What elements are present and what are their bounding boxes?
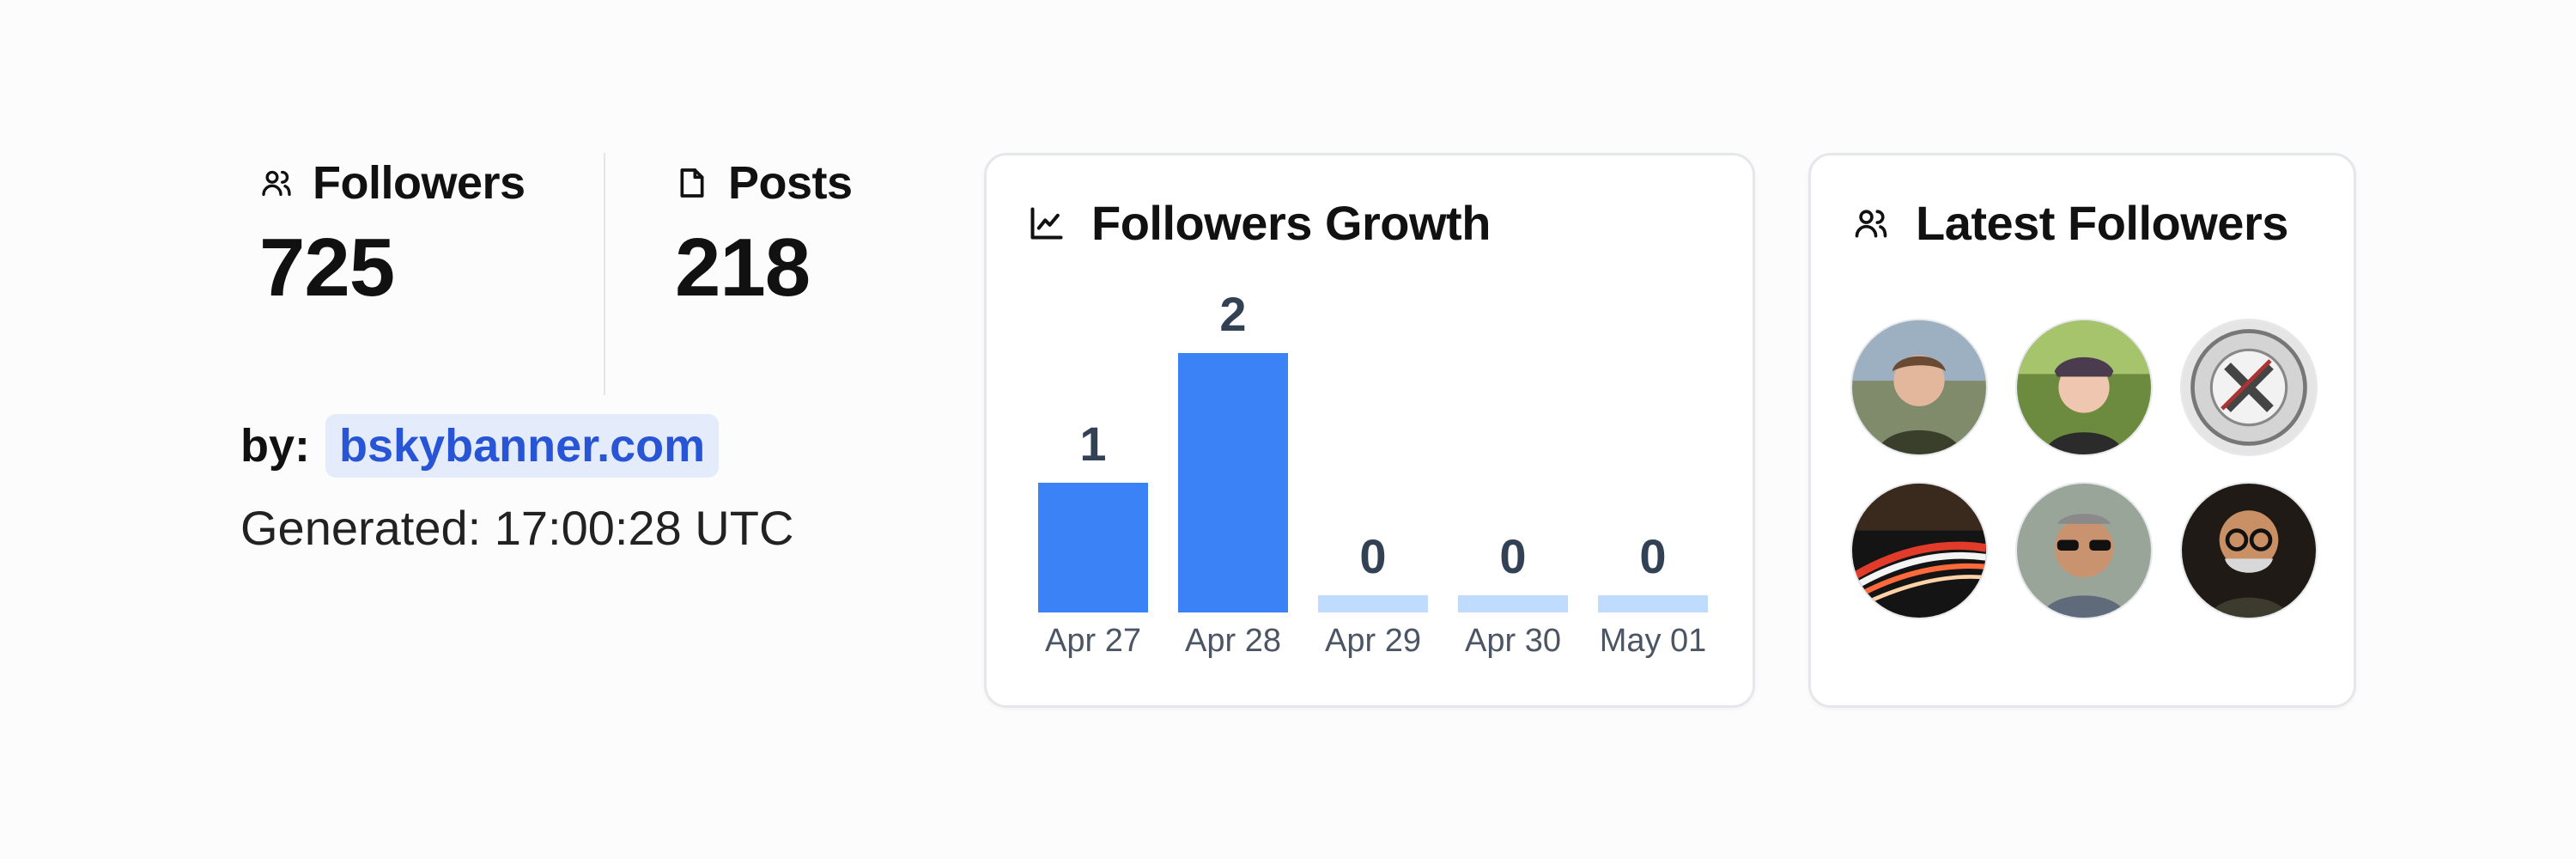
bar-may-01 — [1598, 595, 1708, 612]
follower-avatar-3[interactable] — [2180, 319, 2318, 456]
followers-growth-chart: 1 Apr 27 2 Apr 28 0 Apr 29 0 Apr 30 0 May 01 — [987, 155, 1758, 710]
follower-avatar-4[interactable] — [1850, 482, 1988, 619]
followers-growth-title: Followers Growth — [1091, 196, 1491, 250]
posts-label: Posts — [728, 157, 853, 209]
followers-growth-card: Followers Growth 1 Apr 27 2 Apr 28 0 Apr 29 0 A… — [984, 153, 1755, 708]
latest-followers-title: Latest Followers — [1916, 196, 2288, 250]
x-tick-label: May 01 — [1599, 623, 1707, 659]
bar-value-label: 0 — [1499, 529, 1527, 583]
bar-apr-29 — [1318, 595, 1428, 612]
posts-count: 218 — [675, 222, 811, 314]
followers-stat: Followers 725 — [259, 153, 526, 309]
person-photo-icon — [2017, 320, 2151, 454]
bar-value-label: 0 — [1359, 529, 1387, 583]
person-photo-icon — [1852, 320, 1986, 454]
follower-avatar-1[interactable] — [1850, 319, 1988, 456]
bar-apr-27 — [1038, 483, 1148, 612]
x-tick-label: Apr 27 — [1045, 623, 1141, 659]
x-tick-label: Apr 30 — [1465, 623, 1561, 659]
cartoon-person-icon — [2182, 484, 2316, 618]
followers-label: Followers — [313, 157, 526, 209]
posts-stat: Posts 218 — [675, 153, 853, 309]
bskybanner-link[interactable]: bskybanner.com — [325, 414, 720, 478]
latest-followers-card: Latest Followers — [1808, 153, 2356, 708]
x-tick-label: Apr 28 — [1185, 623, 1281, 659]
coin-icon — [2182, 320, 2316, 454]
avatar-grid — [1850, 319, 2318, 619]
generated-timestamp: Generated: 17:00:28 UTC — [240, 501, 794, 555]
bar-value-label: 1 — [1079, 417, 1107, 471]
bar-value-label: 0 — [1639, 529, 1667, 583]
line-chart-icon — [1030, 206, 1063, 240]
x-tick-label: Apr 29 — [1325, 623, 1421, 659]
follower-avatar-6[interactable] — [2180, 482, 2318, 619]
by-label: by: — [240, 420, 310, 472]
stats-divider — [604, 153, 605, 395]
byline: by: bskybanner.com — [240, 414, 720, 478]
bar-apr-28 — [1178, 353, 1288, 612]
followers-count: 725 — [259, 222, 395, 314]
highway-lights-icon — [1852, 484, 1986, 618]
file-icon — [680, 168, 704, 198]
users-icon — [262, 170, 291, 196]
bar-value-label: 2 — [1219, 287, 1247, 341]
follower-avatar-2[interactable] — [2015, 319, 2153, 456]
users-icon — [1855, 209, 1887, 237]
person-sunglasses-icon — [2017, 484, 2151, 618]
follower-avatar-5[interactable] — [2015, 482, 2153, 619]
bar-apr-30 — [1458, 595, 1568, 612]
